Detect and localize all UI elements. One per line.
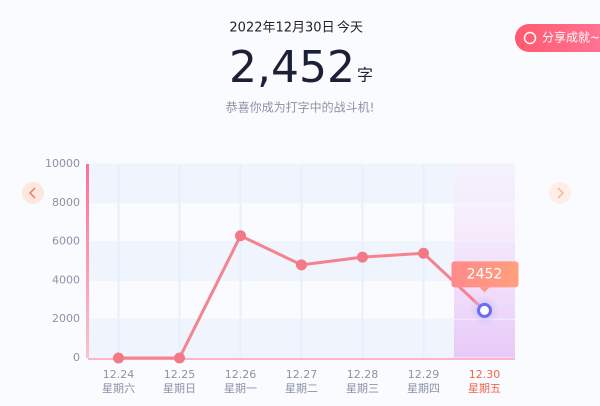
tooltip-arrow (479, 287, 490, 293)
point (296, 259, 307, 271)
x-tick-label: 12.28 (347, 368, 379, 381)
point (418, 247, 429, 259)
weekday-label: 星期三 (346, 382, 379, 395)
x-tick-label: 12.29 (408, 368, 440, 381)
unit: 字 (357, 66, 373, 85)
y-tick-label: 4000 (52, 273, 80, 286)
tooltip-value: 2452 (467, 266, 503, 282)
highlight-column (454, 164, 515, 358)
point (235, 230, 246, 242)
x-tick-label: 12.30 (469, 368, 501, 381)
y-tick-label: 6000 (52, 235, 80, 248)
weekday-label: 星期四 (407, 382, 440, 395)
y-tick-label: 8000 (52, 196, 80, 209)
point (113, 352, 124, 364)
x-tick-label: 12.25 (164, 368, 196, 381)
today: 今天 (337, 20, 363, 36)
column-bg (422, 164, 425, 358)
point (174, 352, 185, 364)
y-tick-label: 2000 (52, 312, 80, 325)
weekday-label: 星期五 (468, 382, 501, 395)
y-tick-label: 0 (73, 351, 80, 364)
share-bg[interactable] (515, 24, 600, 52)
date: 2022年12月30日 (229, 21, 334, 36)
prev-button[interactable] (22, 182, 44, 204)
y-tick-label: 10000 (45, 157, 80, 170)
column-bg (239, 164, 242, 358)
column-bg (117, 164, 120, 358)
share-icon[interactable] (523, 31, 537, 45)
count: 2,452 (229, 42, 355, 93)
y-axis (86, 164, 89, 358)
weekday-label: 星期日 (163, 382, 196, 395)
column-bg (178, 164, 181, 358)
weekday-label: 星期二 (285, 382, 318, 395)
point (357, 251, 368, 263)
x-tick-label: 12.26 (225, 368, 257, 381)
weekday-label: 星期六 (102, 382, 135, 395)
share-button[interactable]: 分享成就~ (515, 24, 600, 52)
x-tick-label: 12.24 (103, 368, 135, 381)
point (477, 302, 492, 318)
tooltip-bg (451, 261, 519, 288)
next-icon[interactable] (557, 187, 565, 199)
weekday-label: 星期一 (224, 382, 257, 395)
next-button[interactable] (549, 182, 571, 204)
prev-icon[interactable] (28, 187, 36, 199)
share-label[interactable]: 分享成就~ (542, 30, 600, 45)
x-tick-label: 12.27 (286, 368, 318, 381)
message: 恭喜你成为打字中的战斗机! (226, 100, 375, 115)
